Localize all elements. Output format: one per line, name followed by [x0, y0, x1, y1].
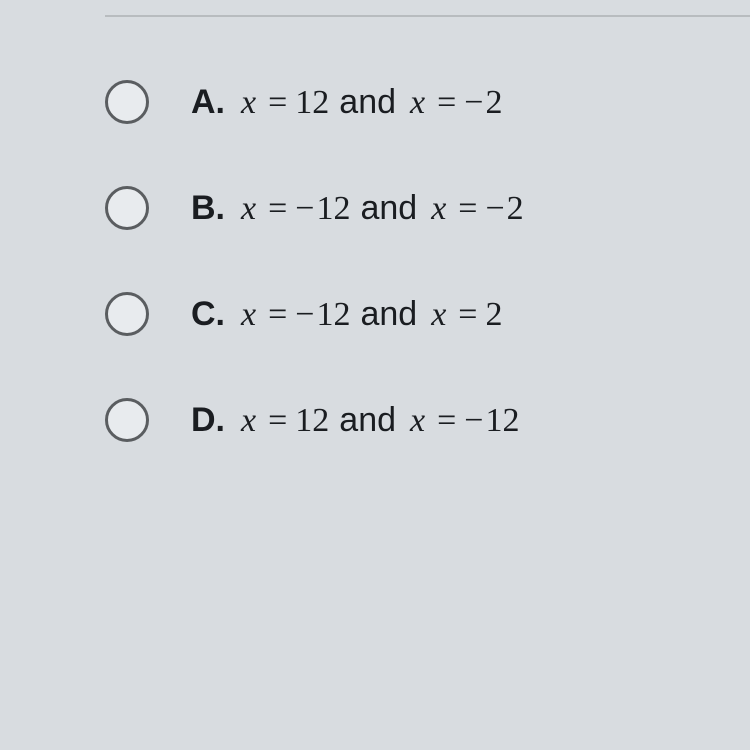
option-letter: A.	[191, 83, 225, 122]
math-equals: =	[458, 190, 477, 228]
option-letter: C.	[191, 295, 225, 334]
math-negative: −	[295, 296, 314, 334]
option-d-text: D. x = 12 and x = − 12	[191, 401, 519, 440]
math-negative: −	[464, 402, 483, 440]
math-equals: =	[268, 402, 287, 440]
math-variable: x	[431, 296, 446, 334]
option-c[interactable]: C. x = − 12 and x = 2	[105, 292, 750, 336]
math-equals: =	[458, 296, 477, 334]
math-value: 12	[316, 190, 350, 228]
math-value: 2	[485, 84, 502, 122]
and-word: and	[360, 295, 417, 334]
math-value: 2	[485, 296, 502, 334]
option-d[interactable]: D. x = 12 and x = − 12	[105, 398, 750, 442]
math-variable: x	[410, 84, 425, 122]
and-word: and	[339, 83, 396, 122]
options-list: A. x = 12 and x = − 2 B. x = − 12 and x …	[0, 0, 750, 442]
option-letter: B.	[191, 189, 225, 228]
radio-button-a[interactable]	[105, 80, 149, 124]
math-variable: x	[241, 402, 256, 440]
math-equals: =	[268, 190, 287, 228]
math-equals: =	[437, 402, 456, 440]
math-equals: =	[268, 296, 287, 334]
math-negative: −	[485, 190, 504, 228]
math-value: 12	[316, 296, 350, 334]
option-b-text: B. x = − 12 and x = − 2	[191, 189, 524, 228]
math-equals: =	[268, 84, 287, 122]
radio-button-d[interactable]	[105, 398, 149, 442]
divider-line	[105, 15, 750, 17]
math-negative: −	[464, 84, 483, 122]
math-negative: −	[295, 190, 314, 228]
math-variable: x	[241, 190, 256, 228]
math-variable: x	[410, 402, 425, 440]
and-word: and	[339, 401, 396, 440]
option-a[interactable]: A. x = 12 and x = − 2	[105, 80, 750, 124]
math-variable: x	[431, 190, 446, 228]
option-a-text: A. x = 12 and x = − 2	[191, 83, 502, 122]
option-letter: D.	[191, 401, 225, 440]
math-variable: x	[241, 84, 256, 122]
math-value: 12	[295, 402, 329, 440]
option-b[interactable]: B. x = − 12 and x = − 2	[105, 186, 750, 230]
radio-button-b[interactable]	[105, 186, 149, 230]
math-value: 2	[507, 190, 524, 228]
math-value: 12	[295, 84, 329, 122]
math-variable: x	[241, 296, 256, 334]
and-word: and	[360, 189, 417, 228]
math-value: 12	[485, 402, 519, 440]
radio-button-c[interactable]	[105, 292, 149, 336]
option-c-text: C. x = − 12 and x = 2	[191, 295, 502, 334]
math-equals: =	[437, 84, 456, 122]
